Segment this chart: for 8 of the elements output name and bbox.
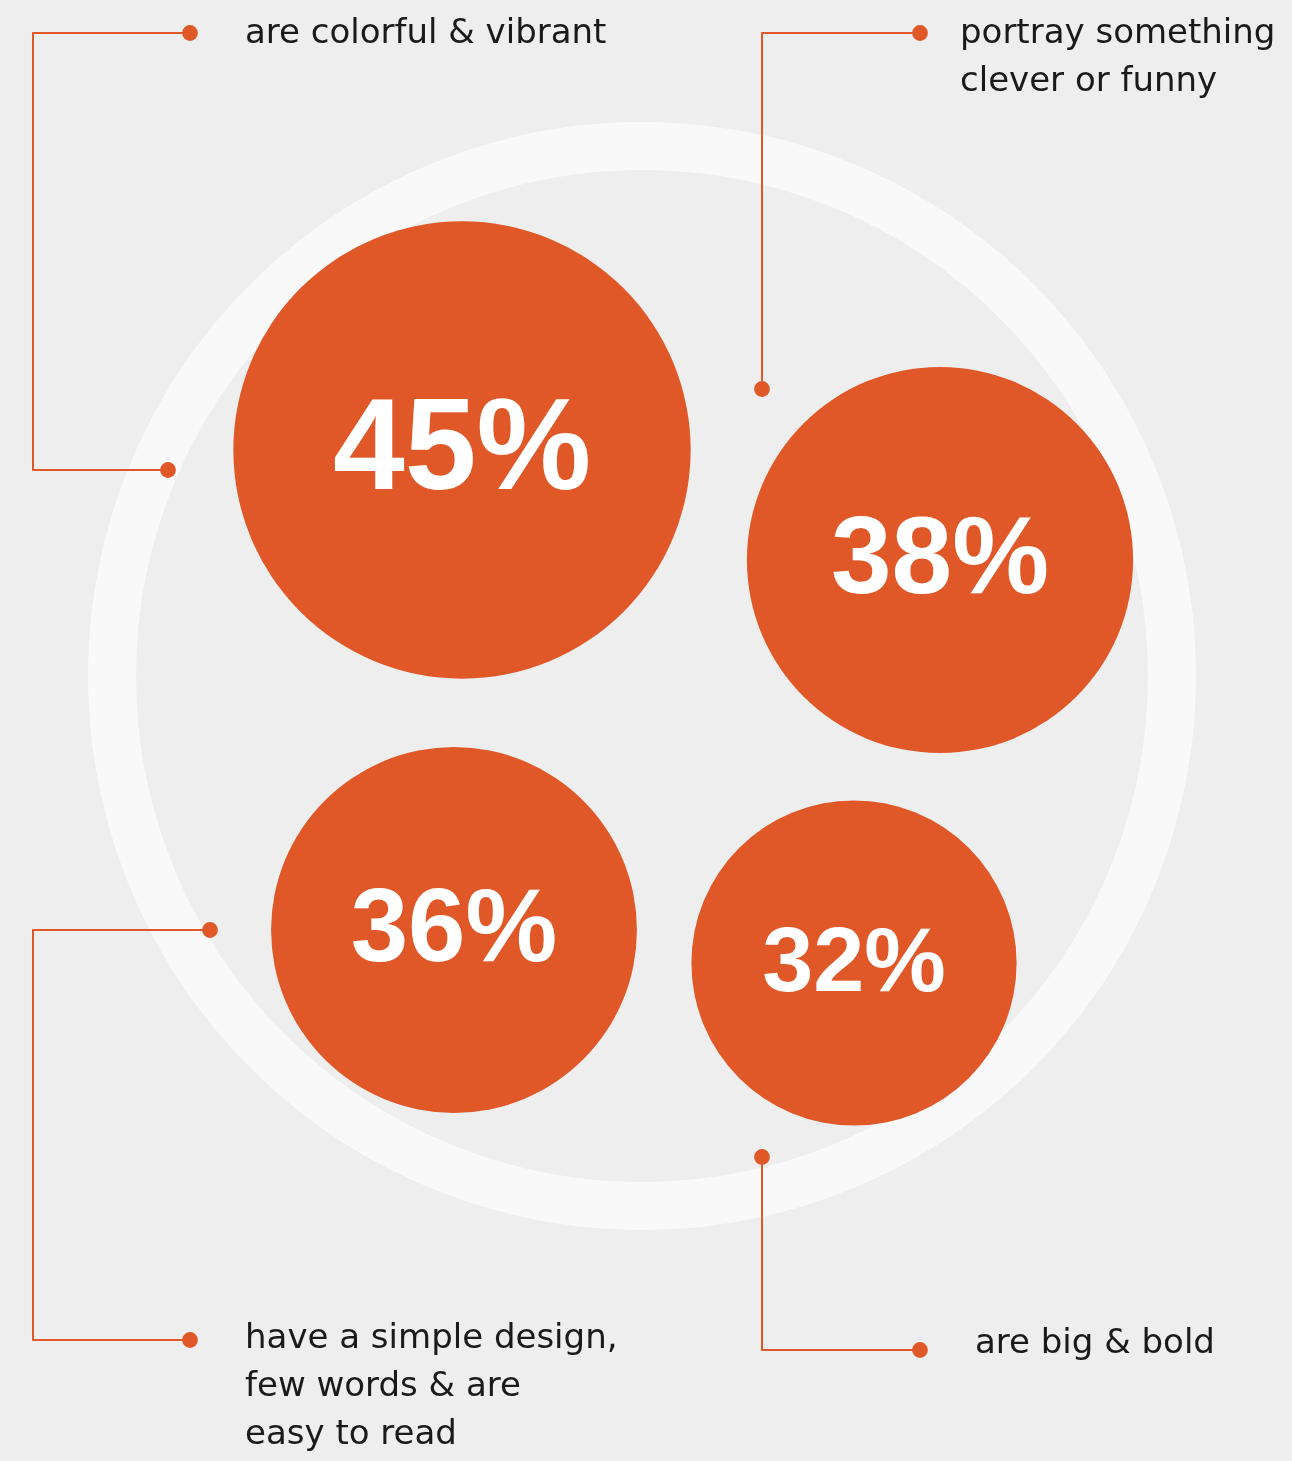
category-label: portray something clever or funny [960, 11, 1276, 99]
data-label: 36% [350, 868, 558, 983]
category-label: are big & bold [975, 1321, 1215, 1361]
category-label: have a simple design, few words & are easy to read [245, 1316, 618, 1452]
data-label: 45% [332, 372, 592, 516]
data-label: 32% [762, 908, 946, 1010]
data-label: 38% [830, 494, 1050, 616]
category-label: are colorful & vibrant [245, 11, 607, 51]
